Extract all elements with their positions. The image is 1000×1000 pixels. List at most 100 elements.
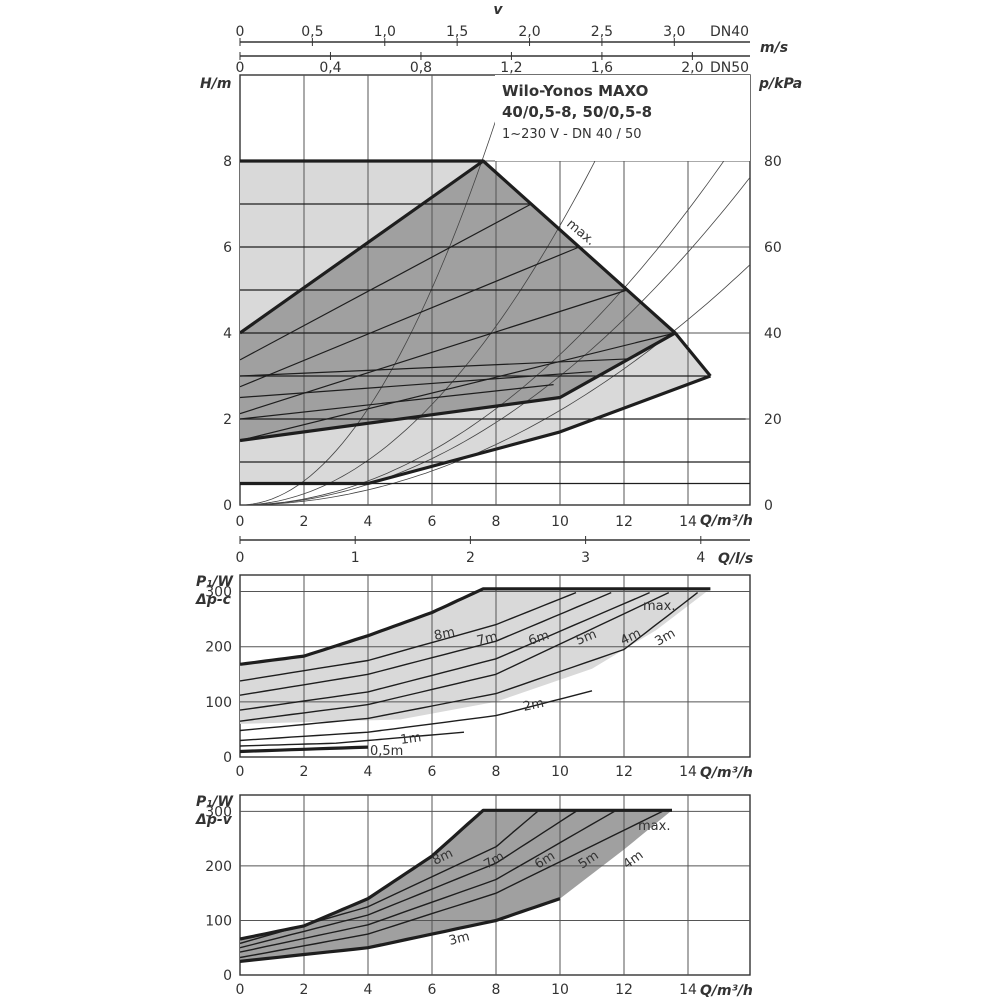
power-x-tick: 14 — [679, 764, 697, 780]
head-x-tick: 0 — [236, 514, 245, 530]
system-curve-2 — [240, 75, 638, 505]
power-x-tick: 6 — [428, 764, 437, 780]
dp-v-line-low — [240, 358, 631, 377]
power-curve-8m — [240, 587, 711, 666]
dn50-label: DN50 — [710, 60, 749, 76]
dp-v-max-curve — [240, 159, 485, 335]
velocity-tick: 2,5 — [591, 24, 613, 40]
max-curve — [240, 159, 712, 378]
head-x-ticks: 0 2 4 6 8 10 12 14 — [236, 514, 697, 530]
power-curve-6m — [240, 591, 612, 696]
velocity-tick: 1,6 — [591, 60, 613, 76]
pressure-tick: 60 — [764, 240, 782, 256]
head-y-ticks: 0 2 4 6 8 — [223, 154, 232, 514]
power-curve-4m — [240, 810, 663, 959]
power-dpv-x-ticks: 0 2 4 6 8 10 12 14 — [236, 982, 697, 998]
power-curve-3m — [240, 592, 699, 732]
dp-v-line-low — [240, 371, 593, 399]
ls-tick: 4 — [696, 550, 705, 566]
power-curve-0,5m — [240, 745, 369, 754]
power-x-tick: 8 — [492, 764, 501, 780]
power-x-tick: 0 — [236, 764, 245, 780]
head-y-tick: 2 — [223, 412, 232, 428]
power-curve-1m — [240, 731, 465, 747]
head-y-tick: 6 — [223, 240, 232, 256]
power-dpc-fill — [240, 588, 711, 757]
power-x-tick: 6 — [428, 982, 437, 998]
ls-tick: 2 — [466, 550, 475, 566]
power-x-tick: 2 — [300, 982, 309, 998]
power-y-tick: 200 — [205, 640, 232, 656]
velocity-tick: 0,5 — [301, 24, 323, 40]
power-dpc-grid — [240, 575, 750, 757]
velocity-tick: 2,0 — [518, 24, 540, 40]
power-fill-area — [240, 588, 711, 757]
power-y-tick: 200 — [205, 859, 232, 875]
p2-label-7m: 7m — [475, 629, 499, 649]
power-x-tick: 4 — [364, 764, 373, 780]
power-dpv-max-label: max. — [638, 819, 670, 834]
velocity-tick: 2,0 — [681, 60, 703, 76]
power-curve-2m — [240, 690, 593, 742]
dn50-ticks: 0 0,4 0,8 1,2 1,6 2,0 — [236, 52, 704, 76]
dn40-ticks: 0 0,5 1,0 1,5 2,0 2,5 3,0 — [236, 24, 685, 46]
dp-v-line — [240, 246, 580, 388]
ls-tick: 1 — [351, 550, 360, 566]
head-panel: Wilo-Yonos MAXO 40/0,5-8, 50/0,5-8 1~230… — [200, 74, 802, 530]
power-dpc-max-label: max. — [643, 599, 675, 614]
power-x-tick: 14 — [679, 982, 697, 998]
power-dpc-x-ticks: 0 2 4 6 8 10 12 14 — [236, 764, 697, 780]
p2-label-5m: 5m — [574, 627, 599, 649]
dn40-label: DN40 — [710, 24, 749, 40]
power-y-tick: 300 — [205, 804, 232, 820]
head-x-tick: 2 — [300, 514, 309, 530]
power-curve-6m — [240, 810, 577, 949]
system-curve-1 — [240, 121, 750, 505]
power-dpv-y-ticks: 0 100 200 300 — [205, 804, 232, 984]
top-velocity-axes: v DN40 DN50 m/s 0 0,5 1,0 1,5 2,0 2,5 3,0 0 0,4… — [236, 2, 789, 76]
title-box — [495, 75, 750, 161]
velocity-tick: 1,0 — [374, 24, 396, 40]
power-curve-3m — [240, 897, 561, 963]
pressure-tick: 80 — [764, 154, 782, 170]
power-x-tick: 12 — [615, 764, 633, 780]
pressure-tick: 0 — [764, 498, 773, 514]
power-dpv-flow-label: Q/m³/h — [700, 983, 753, 999]
ls-tick: 0 — [236, 550, 245, 566]
velocity-tick: 0,4 — [319, 60, 341, 76]
dp-v-line-low — [240, 384, 554, 420]
power-curve-5m — [240, 810, 615, 953]
head-axis-label: H/m — [200, 76, 231, 92]
flow-ls-axis: 0 1 2 3 4 Q/l/s — [236, 536, 753, 567]
title-line-2: 40/0,5-8, 50/0,5-8 — [502, 103, 652, 121]
power-y-tick: 0 — [223, 968, 232, 984]
power-x-tick: 8 — [492, 982, 501, 998]
system-curve-4 — [240, 176, 750, 505]
power-x-tick: 10 — [551, 982, 569, 998]
power-y-tick: 0 — [223, 750, 232, 766]
head-x-tick: 6 — [428, 514, 437, 530]
power-dpv-axis-label: P₁/W — [196, 794, 234, 810]
head-flow-axis-label: Q/m³/h — [700, 513, 753, 529]
power-dpv-mode-label: Δp-v — [195, 812, 233, 828]
p2-label-05m: 0,5m — [370, 744, 403, 759]
head-x-tick: 12 — [615, 514, 633, 530]
flow-ls-axis-label: Q/l/s — [718, 551, 753, 567]
pressure-axis-label: p/kPa — [758, 76, 802, 92]
head-x-tick: 4 — [364, 514, 373, 530]
head-curves — [240, 75, 750, 505]
dp-v-line — [240, 203, 532, 361]
power-fill-area — [240, 810, 672, 962]
velocity-tick: 0,8 — [410, 60, 432, 76]
power-x-tick: 2 — [300, 764, 309, 780]
power-curve-4m — [240, 591, 670, 722]
head-y-tick: 4 — [223, 326, 232, 342]
dp-v-min-curve — [240, 331, 676, 443]
power-x-tick: 4 — [364, 982, 373, 998]
velocity-tick: 1,2 — [500, 60, 522, 76]
velocity-tick: 0 — [236, 24, 245, 40]
power-dpv-curves — [240, 808, 672, 963]
